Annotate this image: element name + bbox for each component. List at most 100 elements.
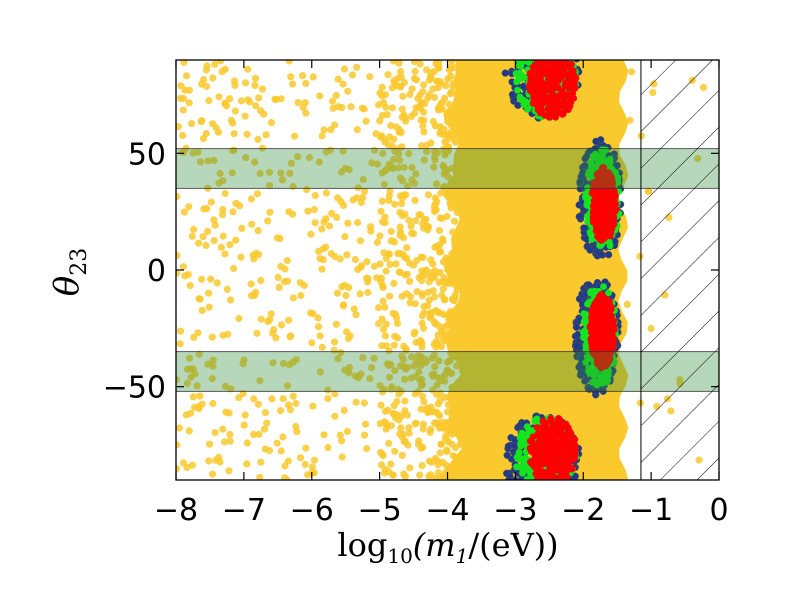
scatter-point-blue (530, 26, 537, 33)
scatter-point-yellow (462, 268, 470, 276)
scatter-point-blue (541, 52, 548, 59)
scatter-point-blue (523, 36, 530, 43)
scatter-point-yellow (380, 180, 388, 188)
scatter-point-yellow (243, 460, 251, 468)
x-axis-label: log10(m1/(eV)) (337, 526, 558, 568)
scatter-point-yellow (357, 198, 365, 206)
scatter-point-red (554, 70, 562, 77)
scatter-point-red (548, 88, 556, 96)
scatter-point-yellow (333, 213, 341, 222)
scatter-point-yellow (475, 410, 483, 418)
scatter-point-yellow (360, 399, 368, 407)
y-axis-label: θ23 (47, 248, 92, 296)
scatter-point-yellow (425, 457, 433, 465)
scatter-point-red (545, 46, 552, 53)
scatter-point-yellow (439, 277, 447, 286)
scatter-point-yellow (462, 474, 470, 480)
scatter-point-yellow (390, 341, 398, 349)
scatter-point-yellow (220, 438, 229, 446)
scatter-point-yellow (336, 431, 344, 439)
scatter-point-yellow (404, 441, 412, 449)
scatter-point-yellow (436, 449, 444, 457)
scatter-point-yellow (277, 169, 285, 177)
scatter-point-yellow (198, 306, 206, 315)
scatter-point-yellow (176, 251, 181, 260)
scatter-point-yellow (457, 378, 466, 386)
scatter-point-yellow (350, 305, 358, 313)
scatter-point-yellow (407, 374, 415, 382)
scatter-point-yellow (457, 331, 465, 339)
scatter-point-red (563, 92, 571, 100)
scatter-point-blue (548, 41, 555, 48)
scatter-point-yellow (447, 200, 455, 208)
scatter-point-blue (561, 34, 568, 41)
scatter-point-yellow (221, 250, 229, 258)
scatter-point-blue (554, 34, 561, 41)
scatter-point-green (545, 492, 552, 499)
scatter-point-yellow (430, 351, 438, 359)
scatter-point-yellow (437, 100, 445, 108)
scatter-point-yellow (386, 373, 394, 381)
scatter-point-yellow (332, 320, 340, 328)
scatter-point-yellow (437, 248, 445, 256)
scatter-point-green (554, 50, 561, 57)
scatter-point-red (547, 48, 554, 55)
scatter-point-yellow (434, 106, 443, 114)
scatter-point-yellow (429, 408, 437, 416)
scatter-point-yellow (443, 446, 451, 454)
x-tick-label: −5 (358, 493, 402, 528)
scatter-point-blue (576, 178, 584, 186)
scatter-point-yellow (416, 471, 424, 479)
scatter-point-red (550, 104, 558, 112)
scatter-point-red (555, 47, 562, 54)
scatter-point-blue (542, 29, 549, 36)
scatter-point-yellow (448, 383, 456, 391)
scatter-point-yellow (266, 168, 274, 176)
scatter-point-yellow (400, 470, 408, 478)
scatter-point-green (580, 318, 588, 326)
scatter-point-red (596, 340, 603, 348)
scatter-point-red (541, 51, 548, 58)
scatter-point-blue (527, 34, 534, 41)
scatter-point-yellow (370, 354, 378, 362)
scatter-point-yellow (334, 75, 342, 83)
scatter-point-yellow (391, 200, 399, 208)
scatter-point-yellow (377, 133, 385, 141)
scatter-point-yellow (347, 103, 355, 111)
scatter-point-yellow (225, 467, 233, 475)
scatter-point-green (580, 328, 588, 336)
scatter-point-yellow (283, 382, 292, 390)
scatter-point-red (550, 76, 558, 84)
scatter-point-yellow (176, 465, 181, 473)
scatter-point-yellow (247, 280, 255, 288)
scatter-point-blue (526, 52, 533, 59)
scatter-point-yellow (179, 131, 187, 139)
scatter-point-yellow (449, 452, 457, 460)
scatter-point-red (549, 96, 556, 104)
scatter-point-yellow (390, 135, 398, 143)
scatter-point-yellow (344, 334, 352, 343)
scatter-point-yellow (452, 204, 460, 212)
scatter-point-yellow (322, 215, 330, 223)
scatter-point-yellow (283, 277, 292, 285)
scatter-point-red (545, 50, 552, 57)
scatter-point-green (531, 481, 538, 488)
scatter-point-yellow (381, 213, 389, 221)
scatter-point-yellow (333, 289, 342, 297)
scatter-point-green (533, 483, 540, 490)
scatter-point-red (561, 69, 569, 76)
scatter-point-yellow (316, 92, 324, 100)
scatter-point-yellow (377, 461, 386, 469)
scatter-point-yellow (445, 334, 453, 342)
scatter-point-yellow (390, 279, 398, 287)
scatter-point-green (532, 483, 539, 490)
scatter-point-yellow (456, 241, 464, 249)
scatter-point-yellow (433, 242, 441, 250)
scatter-point-yellow (188, 120, 196, 128)
scatter-point-yellow (476, 462, 484, 471)
scatter-point-yellow (261, 445, 269, 453)
scatter-point-yellow (194, 239, 203, 247)
scatter-point-blue (538, 504, 545, 511)
scatter-point-blue (575, 212, 583, 221)
scatter-point-yellow (348, 71, 357, 79)
